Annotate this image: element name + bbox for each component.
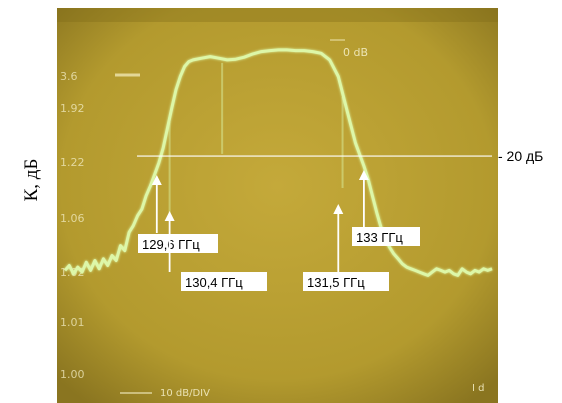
screen-vignette-top	[57, 8, 498, 22]
annotation-label: 129,6 ГГц	[142, 237, 200, 252]
spectrum-trace	[63, 48, 493, 277]
screen-bottom-right-label: I d	[472, 383, 484, 394]
screen-tick-label: 1.01	[60, 316, 85, 329]
screen-tick-label: 3.6	[60, 70, 78, 83]
annotation-box	[352, 227, 420, 246]
screen-tick-label: 1.92	[60, 102, 85, 115]
annotation-label: 133 ГГц	[356, 230, 403, 245]
annotation-arrowhead	[164, 211, 175, 221]
annotation-label: 131,5 ГГц	[307, 275, 365, 290]
screen-tick-label: 1.22	[60, 156, 85, 169]
annotation-label: 130,4 ГГц	[185, 275, 243, 290]
screen-background	[57, 8, 498, 403]
trace-spikes	[168, 62, 344, 213]
screen-tick-label: 1.06	[60, 212, 85, 225]
reference-line-label: - 20 дБ	[498, 148, 543, 164]
screen-left-labels: 3.61.921.221.061.021.011.00	[60, 70, 85, 381]
annotation-box	[138, 234, 218, 253]
screen-top-label: 0 dB	[343, 46, 368, 59]
annotation-arrowhead	[358, 170, 369, 180]
annotation-arrowhead	[333, 204, 344, 214]
frequency-annotations: 129,6 ГГц 130,4 ГГц 131,5 ГГц 133 ГГц	[138, 170, 420, 291]
screen-tick-label: 1.00	[60, 368, 85, 381]
y-axis-label: К, дБ	[21, 158, 42, 202]
annotation-arrowhead	[151, 175, 162, 185]
annotation-box	[303, 272, 389, 291]
annotation-box	[181, 272, 267, 291]
screen-bottom-left-label: 10 dB/DIV	[160, 388, 210, 399]
